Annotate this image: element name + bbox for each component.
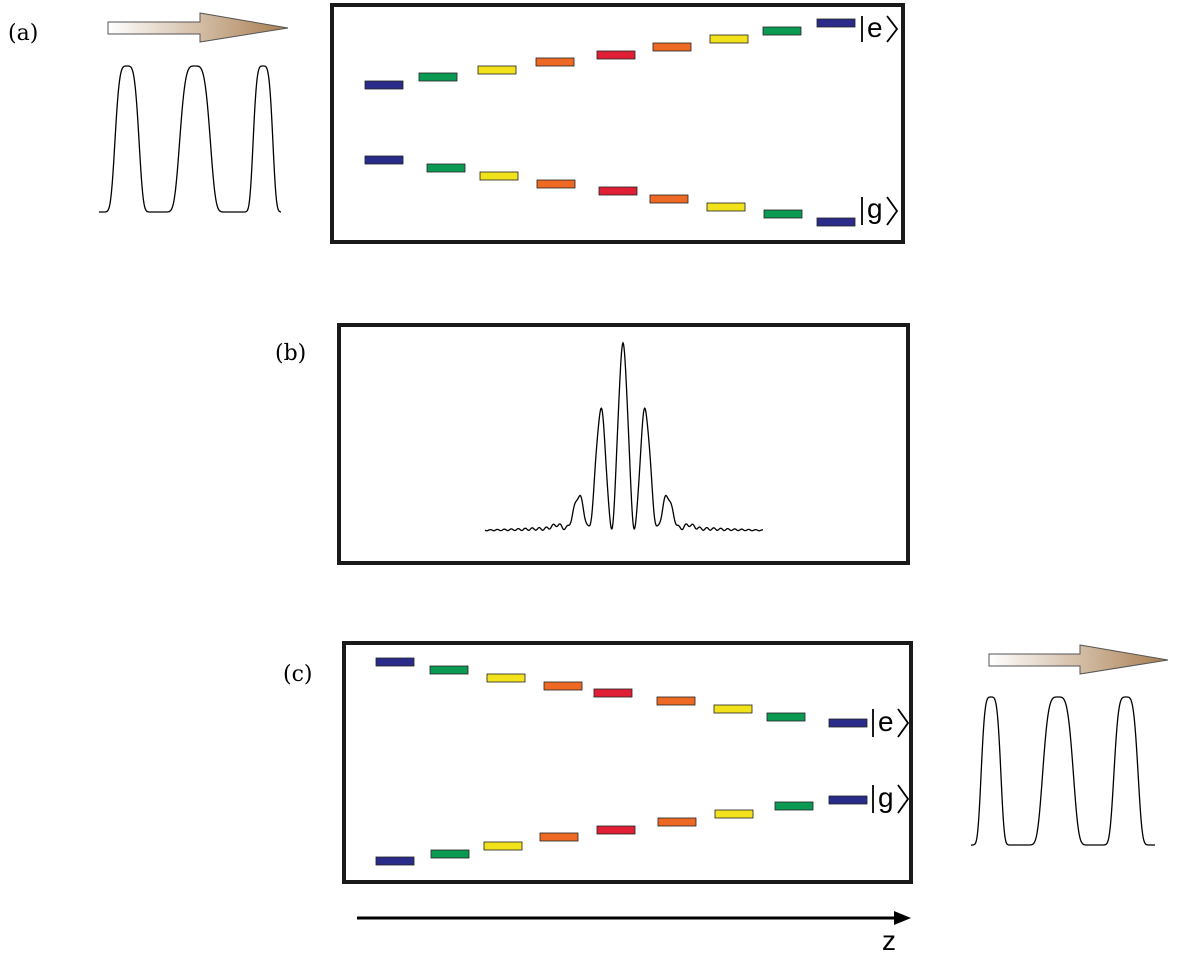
panel-a-upper-level-1 xyxy=(364,80,404,90)
panel-a-upper-level-2 xyxy=(418,72,458,82)
panel-a-lower-level-7 xyxy=(706,202,746,212)
input-pulse-train xyxy=(99,65,282,213)
ket-g-a: g xyxy=(861,193,899,226)
panel-a-upper-level-9 xyxy=(816,18,856,28)
panel-c-upper-level-1 xyxy=(375,657,415,667)
panel-a-upper-level-5 xyxy=(596,50,636,60)
panel-a-lower-level-4 xyxy=(536,179,576,189)
panel-c-lower-level-1 xyxy=(375,856,415,866)
panel-b: (b) xyxy=(275,323,910,565)
panel-a-lower-level-8 xyxy=(763,209,803,219)
input-pulse-arrow xyxy=(107,12,289,43)
panel-a-lower-levels xyxy=(364,155,856,227)
panel-c-lower-level-5 xyxy=(596,825,636,835)
panel-c-lower-levels xyxy=(375,795,868,866)
z-axis-arrowhead xyxy=(894,911,911,925)
output-pulse-arrow xyxy=(988,644,1169,675)
panel-a-upper-levels xyxy=(364,18,856,90)
panel-c-upper-level-4 xyxy=(543,681,583,691)
ket-g-a-label: g xyxy=(867,193,883,224)
panel-c-lower-level-6 xyxy=(657,817,697,827)
panel-c-upper-levels xyxy=(375,657,868,728)
output-pulse-train xyxy=(971,696,1155,846)
panel-a-lower-level-1 xyxy=(364,155,404,165)
panel-a-lower-level-2 xyxy=(426,163,466,173)
panel-a-label: (a) xyxy=(8,21,38,46)
panel-a-lower-level-9 xyxy=(816,217,856,227)
ket-g-c: g xyxy=(872,782,910,814)
panel-a-upper-level-7 xyxy=(709,34,749,44)
panel-b-label: (b) xyxy=(275,341,306,366)
ket-e-a-label: e xyxy=(867,12,883,43)
z-axis-label: z xyxy=(882,925,896,955)
panel-c-upper-level-6 xyxy=(656,696,696,706)
panel-a-upper-level-3 xyxy=(477,65,517,75)
panel-a-lower-level-3 xyxy=(479,171,519,181)
ket-e-c: e xyxy=(872,706,910,738)
panel-c-upper-level-8 xyxy=(766,712,806,722)
panel-c-upper-level-3 xyxy=(486,673,526,683)
ket-e-c-label: e xyxy=(878,706,894,737)
panel-c: (c) e g xyxy=(283,641,1169,884)
panel-a-lower-level-6 xyxy=(649,194,689,204)
interference-pattern xyxy=(484,341,763,532)
panel-c-lower-level-8 xyxy=(774,801,814,811)
panel-a-upper-level-4 xyxy=(535,57,575,67)
panel-c-upper-level-2 xyxy=(429,665,469,675)
ket-e-a: e xyxy=(861,12,899,43)
panel-c-lower-level-7 xyxy=(714,809,754,819)
panel-a: (a) e g xyxy=(8,3,905,244)
panel-c-lower-level-3 xyxy=(483,841,523,851)
z-axis: z xyxy=(357,911,911,955)
ket-g-c-label: g xyxy=(878,782,894,813)
panel-c-frame xyxy=(342,641,913,884)
panel-a-upper-level-6 xyxy=(652,42,692,52)
panel-c-lower-level-2 xyxy=(430,849,470,859)
panel-c-upper-level-7 xyxy=(713,704,753,714)
panel-c-upper-level-5 xyxy=(593,688,633,698)
panel-a-lower-level-5 xyxy=(598,186,638,196)
panel-a-frame xyxy=(330,3,905,244)
panel-c-lower-level-4 xyxy=(539,832,579,842)
panel-b-frame xyxy=(337,323,910,565)
panel-a-upper-level-8 xyxy=(762,26,802,36)
panel-c-lower-level-9 xyxy=(828,795,868,805)
panel-c-label: (c) xyxy=(283,662,313,687)
panel-c-upper-level-9 xyxy=(828,718,868,728)
